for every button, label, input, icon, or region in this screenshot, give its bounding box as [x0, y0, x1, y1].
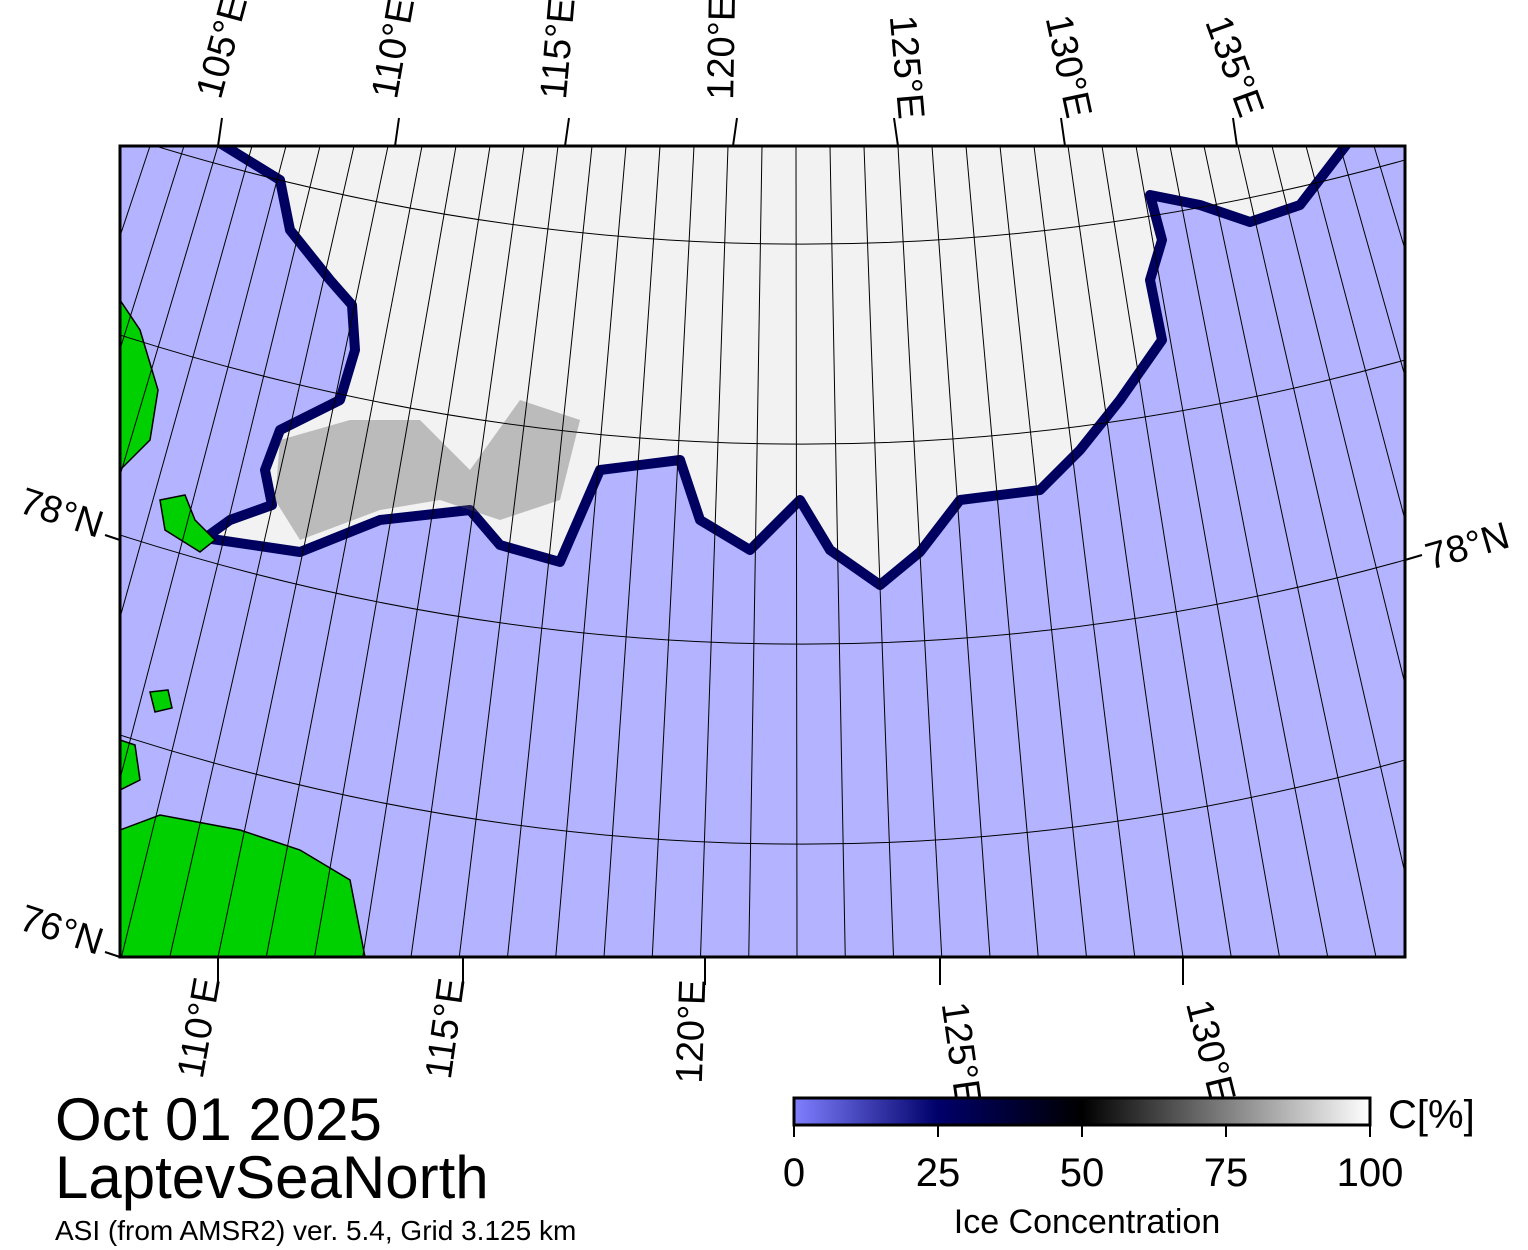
- tick: [1060, 117, 1066, 147]
- meridian: [555, 146, 627, 957]
- latitude-label: 78°N: [1421, 515, 1514, 579]
- region-name: LaptevSeaNorth: [55, 1144, 489, 1211]
- date: Oct 01 2025: [55, 1086, 382, 1153]
- longitude-label: 120°E: [669, 979, 715, 1084]
- longitude-label: 125°E: [881, 14, 932, 121]
- meridian: [120, 146, 185, 351]
- parallel: [120, 534, 1405, 645]
- meridian: [1169, 146, 1329, 957]
- ice-melt-zone: [275, 400, 580, 540]
- tick: [893, 117, 899, 147]
- longitude-label: 110°E: [170, 974, 229, 1081]
- longitude-label: 115°E: [533, 0, 584, 101]
- map-area: [0, 146, 1405, 957]
- colorbar-title: Ice Concentration: [954, 1203, 1221, 1241]
- meridian: [795, 146, 798, 957]
- longitude-label: 130°E: [1177, 996, 1243, 1107]
- colorbar-unit: C[%]: [1388, 1093, 1475, 1137]
- meridian: [458, 146, 559, 957]
- meridian: [863, 146, 894, 957]
- meridian: [1305, 146, 1405, 522]
- land: [120, 739, 141, 791]
- meridian: [0, 146, 82, 957]
- longitude-label: 120°E: [700, 0, 744, 100]
- colorbar-tick-label: 75: [1204, 1151, 1249, 1195]
- meridian: [120, 146, 219, 478]
- meridian: [965, 146, 1039, 957]
- longitude-label: 130°E: [1037, 11, 1100, 121]
- meridian: [931, 146, 991, 957]
- meridian: [265, 146, 423, 957]
- meridian: [1203, 146, 1377, 957]
- meridian: [314, 146, 457, 957]
- source-info: ASI (from AMSR2) ver. 5.4, Grid 3.125 km: [55, 1215, 576, 1246]
- latitude-label: 76°N: [14, 897, 108, 963]
- colorbar-tick-label: 100: [1337, 1151, 1404, 1195]
- tick: [217, 117, 223, 147]
- meridian: [1067, 146, 1184, 957]
- tick: [732, 117, 738, 147]
- longitude-label: 125°E: [933, 999, 989, 1108]
- meridian: [1135, 146, 1280, 957]
- land: [120, 814, 366, 957]
- meridian: [748, 146, 763, 957]
- meridian: [999, 146, 1087, 957]
- tick: [394, 117, 400, 147]
- colorbar-tick-label: 0: [783, 1151, 805, 1195]
- meridian: [410, 146, 525, 957]
- parallel: [120, 734, 1405, 845]
- longitude-label: 135°E: [1196, 10, 1271, 122]
- meridian: [121, 146, 321, 957]
- longitude-label: 105°E: [189, 0, 256, 103]
- meridian: [1271, 146, 1405, 687]
- meridian: [603, 146, 661, 957]
- colorbar: [792, 1096, 1372, 1127]
- land: [159, 494, 217, 553]
- meridian: [897, 146, 943, 957]
- meridian: [1101, 146, 1232, 957]
- longitude-label: 115°E: [418, 976, 474, 1082]
- meridian: [507, 146, 593, 957]
- tick: [104, 534, 121, 541]
- sea-ice: [200, 146, 1352, 590]
- longitude-label: 110°E: [364, 0, 423, 102]
- land: [120, 298, 159, 472]
- parallel: [153, 146, 1405, 245]
- meridian: [362, 146, 491, 957]
- graticule: [0, 146, 1405, 957]
- meridian: [120, 146, 253, 620]
- meridian: [120, 146, 287, 781]
- meridian: [0, 146, 48, 957]
- meridian: [1237, 146, 1405, 876]
- meridian: [1033, 146, 1136, 957]
- colorbar-tick-label: 50: [1060, 1151, 1105, 1195]
- tick: [1404, 554, 1423, 561]
- meridian: [169, 146, 355, 957]
- colorbar-tick-label: 25: [916, 1151, 961, 1195]
- tick: [104, 951, 121, 958]
- meridian: [829, 146, 846, 957]
- meridian: [0, 146, 116, 957]
- meridian: [651, 146, 695, 957]
- map-frame: [118, 144, 1407, 959]
- meridian: [700, 146, 729, 957]
- tick: [564, 117, 570, 147]
- meridian: [1339, 146, 1405, 379]
- land: [149, 689, 173, 713]
- meridian: [217, 146, 389, 957]
- latitude-label: 78°N: [14, 480, 108, 546]
- parallel: [120, 334, 1405, 445]
- tick: [1232, 117, 1238, 147]
